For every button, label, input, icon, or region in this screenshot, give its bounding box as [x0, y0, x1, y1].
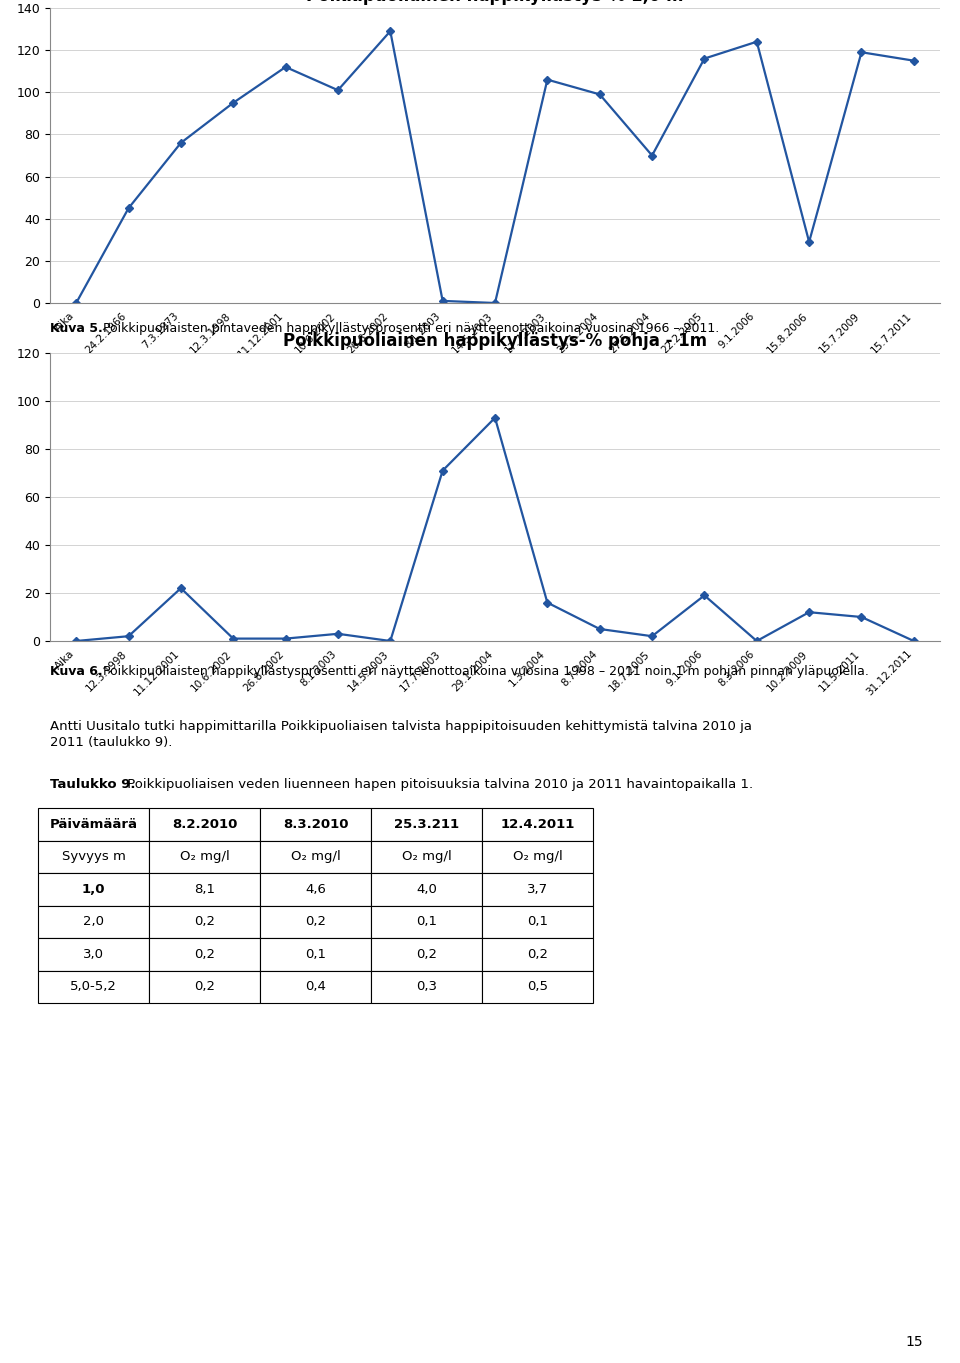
- Text: Taulukko 9.: Taulukko 9.: [50, 778, 135, 791]
- Title: Poikkipuoliainen happikyllästys-% 1,0 m: Poikkipuoliainen happikyllästys-% 1,0 m: [306, 0, 684, 5]
- Text: Kuva 6.: Kuva 6.: [50, 665, 103, 677]
- Text: Poikkipuoliaisen veden liuenneen hapen pitoisuuksia talvina 2010 ja 2011 havaint: Poikkipuoliaisen veden liuenneen hapen p…: [123, 778, 753, 791]
- Text: Poikkipuoliaisten happikyllästysprosentti eri näytteenottoaikoina vuosina 1998 –: Poikkipuoliaisten happikyllästysprosentt…: [99, 665, 869, 677]
- Text: Poikkipuoliaisten pintaveden happikyllästysprosentti eri näytteenottoaikoina vuo: Poikkipuoliaisten pintaveden happikylläs…: [99, 322, 719, 335]
- Text: Kuva 5.: Kuva 5.: [50, 322, 103, 335]
- Text: 2011 (taulukko 9).: 2011 (taulukko 9).: [50, 736, 172, 750]
- Text: 15: 15: [906, 1336, 924, 1349]
- Text: Antti Uusitalo tutki happimittarilla Poikkipuoliaisen talvista happipitoisuuden : Antti Uusitalo tutki happimittarilla Poi…: [50, 720, 752, 733]
- Title: Poikkipuoliainen happikyllästys-% pohja - 1m: Poikkipuoliainen happikyllästys-% pohja …: [283, 333, 708, 350]
